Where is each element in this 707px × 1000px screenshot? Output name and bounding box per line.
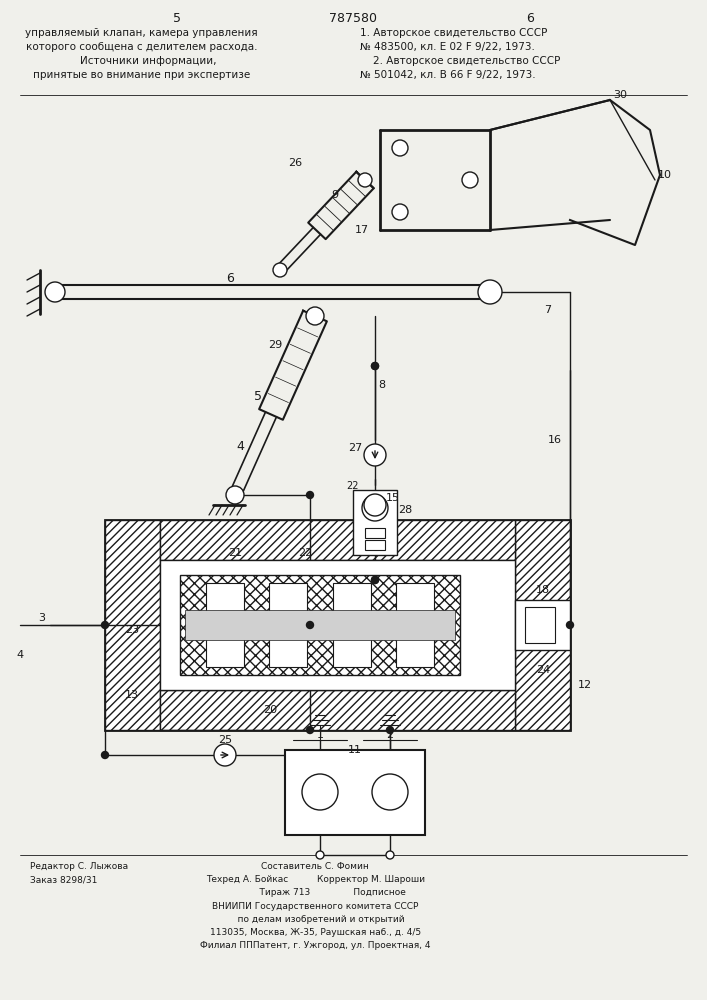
Circle shape bbox=[364, 444, 386, 466]
Text: 10: 10 bbox=[658, 170, 672, 180]
Text: 27: 27 bbox=[348, 443, 362, 453]
Circle shape bbox=[306, 307, 324, 325]
Circle shape bbox=[102, 752, 108, 758]
Circle shape bbox=[392, 204, 408, 220]
Text: 5: 5 bbox=[173, 12, 181, 25]
Text: управляемый клапан, камера управления
которого сообщена с делителем расхода.
   : управляемый клапан, камера управления ко… bbox=[25, 28, 257, 80]
Bar bbox=[365, 540, 385, 550]
Circle shape bbox=[371, 576, 378, 584]
Text: 6: 6 bbox=[526, 12, 534, 25]
Text: 2: 2 bbox=[387, 730, 394, 740]
Circle shape bbox=[273, 263, 287, 277]
Circle shape bbox=[226, 486, 244, 504]
Text: Составитель С. Фомин
Техред А. Бойкас          Корректор М. Шароши
            Т: Составитель С. Фомин Техред А. Бойкас Ко… bbox=[200, 862, 431, 950]
Text: 6: 6 bbox=[226, 272, 234, 285]
Circle shape bbox=[307, 621, 313, 629]
Text: 17: 17 bbox=[355, 225, 369, 235]
Bar bbox=[160, 560, 515, 690]
Text: 22: 22 bbox=[298, 548, 312, 558]
Circle shape bbox=[371, 362, 378, 369]
Circle shape bbox=[307, 491, 313, 498]
Bar bbox=[269, 583, 308, 667]
Circle shape bbox=[45, 282, 65, 302]
Circle shape bbox=[214, 744, 236, 766]
Bar bbox=[185, 610, 455, 640]
Bar bbox=[397, 583, 434, 667]
Circle shape bbox=[371, 576, 378, 584]
Circle shape bbox=[358, 173, 372, 187]
Bar bbox=[160, 520, 515, 560]
Text: 4: 4 bbox=[16, 650, 23, 660]
Bar bbox=[160, 690, 515, 730]
Text: 13: 13 bbox=[125, 690, 139, 700]
Bar bbox=[180, 575, 460, 675]
Circle shape bbox=[372, 774, 408, 810]
Circle shape bbox=[386, 851, 394, 859]
Circle shape bbox=[362, 495, 388, 521]
Circle shape bbox=[316, 851, 324, 859]
Bar bbox=[353, 490, 397, 555]
Text: 16: 16 bbox=[548, 435, 562, 445]
Text: 4: 4 bbox=[236, 440, 244, 453]
Text: 8: 8 bbox=[378, 380, 385, 390]
Text: 26: 26 bbox=[288, 158, 302, 168]
Text: 11: 11 bbox=[348, 745, 362, 755]
Text: 21: 21 bbox=[228, 548, 242, 558]
Text: 30: 30 bbox=[613, 90, 627, 100]
Bar bbox=[515, 520, 570, 730]
Bar bbox=[365, 528, 385, 538]
Text: 15: 15 bbox=[386, 493, 400, 503]
Bar bbox=[105, 520, 160, 730]
Text: 5: 5 bbox=[254, 390, 262, 403]
Circle shape bbox=[387, 726, 394, 734]
Circle shape bbox=[478, 280, 502, 304]
Bar bbox=[525, 607, 555, 643]
Circle shape bbox=[307, 726, 313, 734]
Circle shape bbox=[462, 172, 478, 188]
Bar bbox=[285, 750, 425, 835]
Text: 19: 19 bbox=[536, 625, 550, 635]
Bar bbox=[206, 583, 244, 667]
Text: 25: 25 bbox=[218, 735, 232, 745]
Text: 787580: 787580 bbox=[329, 12, 377, 25]
Text: Редактор С. Лыжова
Заказ 8298/31: Редактор С. Лыжова Заказ 8298/31 bbox=[30, 862, 128, 884]
Text: 1. Авторское свидетельство СССР
№ 483500, кл. Е 02 F 9/22, 1973.
    2. Авторско: 1. Авторское свидетельство СССР № 483500… bbox=[360, 28, 561, 80]
Circle shape bbox=[392, 140, 408, 156]
Text: 20: 20 bbox=[263, 705, 277, 715]
Circle shape bbox=[302, 774, 338, 810]
Text: 22: 22 bbox=[346, 481, 359, 491]
Text: 7: 7 bbox=[544, 305, 551, 315]
Text: 3: 3 bbox=[38, 613, 45, 623]
Text: 18: 18 bbox=[536, 585, 550, 595]
Text: 28: 28 bbox=[398, 505, 412, 515]
Text: 24: 24 bbox=[536, 665, 550, 675]
Text: 23: 23 bbox=[125, 625, 139, 635]
Text: 9: 9 bbox=[332, 190, 339, 200]
Bar bbox=[105, 520, 570, 730]
Circle shape bbox=[371, 362, 378, 369]
Circle shape bbox=[364, 494, 386, 516]
Circle shape bbox=[566, 621, 573, 629]
Bar bbox=[333, 583, 370, 667]
Text: 12: 12 bbox=[578, 680, 592, 690]
Text: 29: 29 bbox=[268, 340, 282, 350]
Bar bbox=[515, 600, 570, 650]
Circle shape bbox=[102, 621, 108, 629]
Text: 1: 1 bbox=[317, 730, 324, 740]
